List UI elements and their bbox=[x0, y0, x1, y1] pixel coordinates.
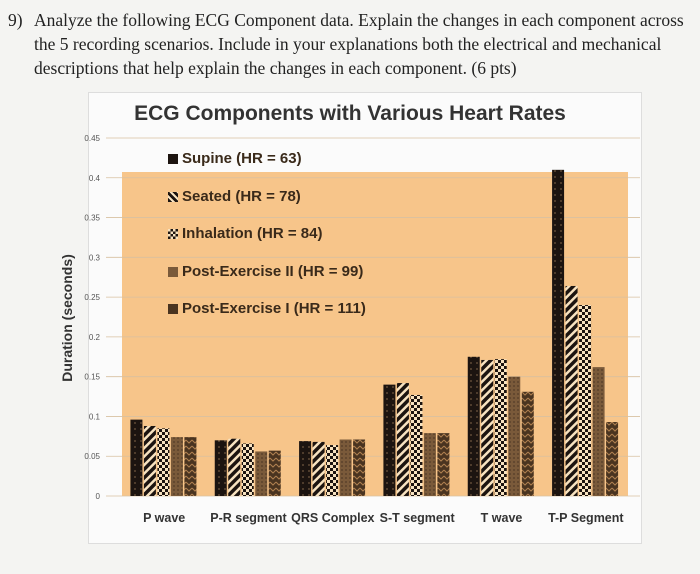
bar-post-exercise bbox=[339, 439, 352, 496]
bar-post-exercise bbox=[170, 437, 183, 496]
legend-item: Seated (HR = 78) bbox=[168, 188, 366, 226]
bar-post-exercise bbox=[508, 376, 521, 496]
legend-label: Inhalation (HR = 84) bbox=[182, 225, 323, 242]
y-tick-label: 0.15 bbox=[84, 373, 100, 382]
bar-post-exercise bbox=[184, 437, 197, 496]
y-axis-label: Duration (seconds) bbox=[59, 254, 75, 382]
legend-swatch bbox=[168, 229, 178, 239]
bar-supine bbox=[467, 356, 480, 496]
bar-seated bbox=[312, 441, 325, 496]
legend-item: Inhalation (HR = 84) bbox=[168, 225, 366, 263]
bar-inhalation bbox=[241, 443, 254, 496]
x-tick-label: QRS Complex bbox=[291, 511, 374, 525]
x-tick-label: T-P Segment bbox=[548, 511, 624, 525]
legend-label: Seated (HR = 78) bbox=[182, 187, 301, 205]
legend-swatch bbox=[168, 154, 178, 164]
bar-inhalation bbox=[410, 394, 423, 496]
bar-inhalation bbox=[579, 305, 592, 496]
bar-post-exercise bbox=[592, 367, 605, 496]
bar-supine bbox=[299, 441, 312, 496]
bar-seated bbox=[481, 359, 494, 496]
plot-background bbox=[122, 172, 628, 496]
legend-swatch bbox=[168, 266, 178, 277]
legend-swatch bbox=[168, 304, 178, 314]
x-tick-label: T wave bbox=[481, 511, 523, 525]
bar-seated bbox=[143, 425, 156, 496]
bar-post-exercise bbox=[353, 439, 366, 496]
legend-label: Post-Exercise I (HR = 111) bbox=[182, 300, 366, 317]
legend-item: Post-Exercise I (HR = 111) bbox=[168, 300, 366, 338]
bar-inhalation bbox=[157, 428, 170, 496]
legend-item: Supine (HR = 63) bbox=[168, 150, 366, 188]
y-tick-label: 0.3 bbox=[89, 253, 101, 262]
y-tick-label: 0.05 bbox=[84, 452, 100, 461]
bar-seated bbox=[396, 383, 409, 496]
legend-item: Post-Exercise II (HR = 99) bbox=[168, 263, 366, 301]
legend: Supine (HR = 63) Seated (HR = 78) Inhalati… bbox=[168, 150, 366, 338]
y-tick-label: 0.2 bbox=[89, 333, 101, 342]
y-tick-label: 0.45 bbox=[84, 134, 100, 143]
question-text: Analyze the following ECG Component data… bbox=[34, 10, 684, 78]
legend-label: Supine (HR = 63) bbox=[182, 150, 302, 167]
y-tick-label: 0.35 bbox=[84, 214, 100, 223]
bar-post-exercise bbox=[255, 451, 268, 496]
y-tick-label: 0 bbox=[96, 492, 101, 501]
legend-label: Post-Exercise II (HR = 99) bbox=[182, 262, 364, 280]
bar-post-exercise bbox=[268, 450, 281, 496]
bar-post-exercise bbox=[423, 433, 436, 496]
bar-post-exercise bbox=[606, 422, 619, 496]
bar-inhalation bbox=[494, 359, 507, 496]
bar-supine bbox=[383, 384, 396, 496]
bar-supine bbox=[130, 419, 143, 496]
bar-seated bbox=[228, 438, 241, 496]
chart-title: ECG Components with Various Heart Rates bbox=[134, 102, 566, 125]
x-tick-label: P-R segment bbox=[210, 511, 287, 525]
bar-post-exercise bbox=[521, 391, 534, 496]
bar-supine bbox=[552, 169, 565, 497]
bar-seated bbox=[565, 285, 578, 496]
x-tick-label: P wave bbox=[143, 511, 185, 525]
y-tick-label: 0.1 bbox=[89, 412, 101, 421]
legend-swatch bbox=[168, 191, 178, 202]
x-tick-label: S-T segment bbox=[380, 511, 456, 525]
y-tick-label: 0.25 bbox=[84, 293, 100, 302]
bar-inhalation bbox=[326, 445, 339, 496]
bar-post-exercise bbox=[437, 433, 450, 496]
y-tick-label: 0.4 bbox=[89, 174, 101, 183]
bar-supine bbox=[214, 440, 227, 496]
question-number: 9) bbox=[8, 10, 23, 30]
